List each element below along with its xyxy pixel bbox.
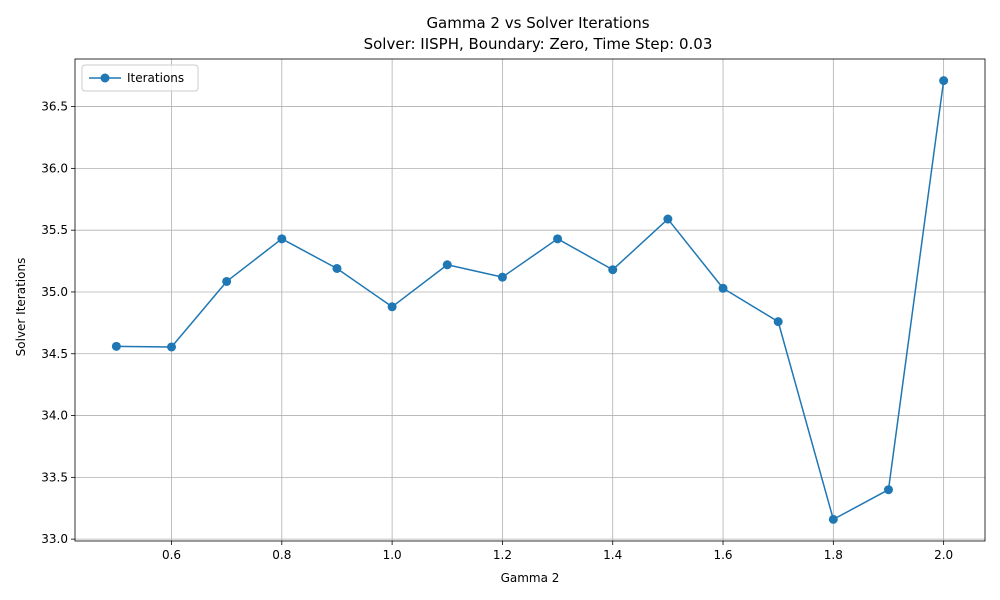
data-point xyxy=(939,76,949,86)
legend-label: Iterations xyxy=(127,71,184,85)
data-point xyxy=(277,234,287,244)
chart-subtitle: Solver: IISPH, Boundary: Zero, Time Step… xyxy=(364,35,713,53)
data-point xyxy=(222,276,232,286)
x-tick-label: 1.4 xyxy=(603,548,622,562)
axes xyxy=(74,58,986,542)
y-tick-label: 34.5 xyxy=(41,347,68,361)
y-tick-label: 36.0 xyxy=(41,161,68,175)
data-point xyxy=(497,272,507,282)
x-tick-label: 1.8 xyxy=(824,548,843,562)
y-tick-label: 35.0 xyxy=(41,285,68,299)
data-point xyxy=(828,514,838,524)
y-tick-label: 35.5 xyxy=(41,223,68,237)
x-tick-label: 1.2 xyxy=(493,548,512,562)
data-point xyxy=(167,342,177,352)
data-point xyxy=(608,265,618,275)
chart-title: Gamma 2 vs Solver Iterations xyxy=(426,14,649,32)
x-tick-label: 0.6 xyxy=(162,548,181,562)
y-axis-ticks: 33.0 33.5 34.0 34.5 35.0 35.5 36.0 36.5 xyxy=(41,100,75,546)
data-point xyxy=(773,317,783,327)
data-point xyxy=(663,214,673,224)
data-point xyxy=(442,260,452,270)
series-line xyxy=(116,80,945,521)
x-tick-label: 1.6 xyxy=(713,548,732,562)
x-tick-label: 0.8 xyxy=(272,548,291,562)
data-point xyxy=(883,485,893,495)
series-group xyxy=(111,76,949,524)
legend-marker xyxy=(100,73,110,83)
x-axis-ticks: 0.6 0.8 1.0 1.2 1.4 1.6 1.8 2.0 xyxy=(162,541,953,562)
x-tick-label: 2.0 xyxy=(934,548,953,562)
y-tick-label: 34.0 xyxy=(41,409,68,423)
y-tick-label: 33.0 xyxy=(41,532,68,546)
data-point xyxy=(332,263,342,273)
plot-frame xyxy=(74,58,986,542)
data-point xyxy=(111,341,121,351)
y-axis-label: Solver Iterations xyxy=(14,258,28,357)
data-point xyxy=(718,283,728,293)
legend-box xyxy=(81,64,199,92)
legend: Iterations xyxy=(81,64,199,92)
y-tick-label: 36.5 xyxy=(41,100,68,114)
y-tick-label: 33.5 xyxy=(41,470,68,484)
data-point xyxy=(387,302,397,312)
x-tick-label: 1.0 xyxy=(383,548,402,562)
grid-lines xyxy=(75,59,985,541)
x-axis-label: Gamma 2 xyxy=(501,571,560,585)
data-point xyxy=(553,234,563,244)
